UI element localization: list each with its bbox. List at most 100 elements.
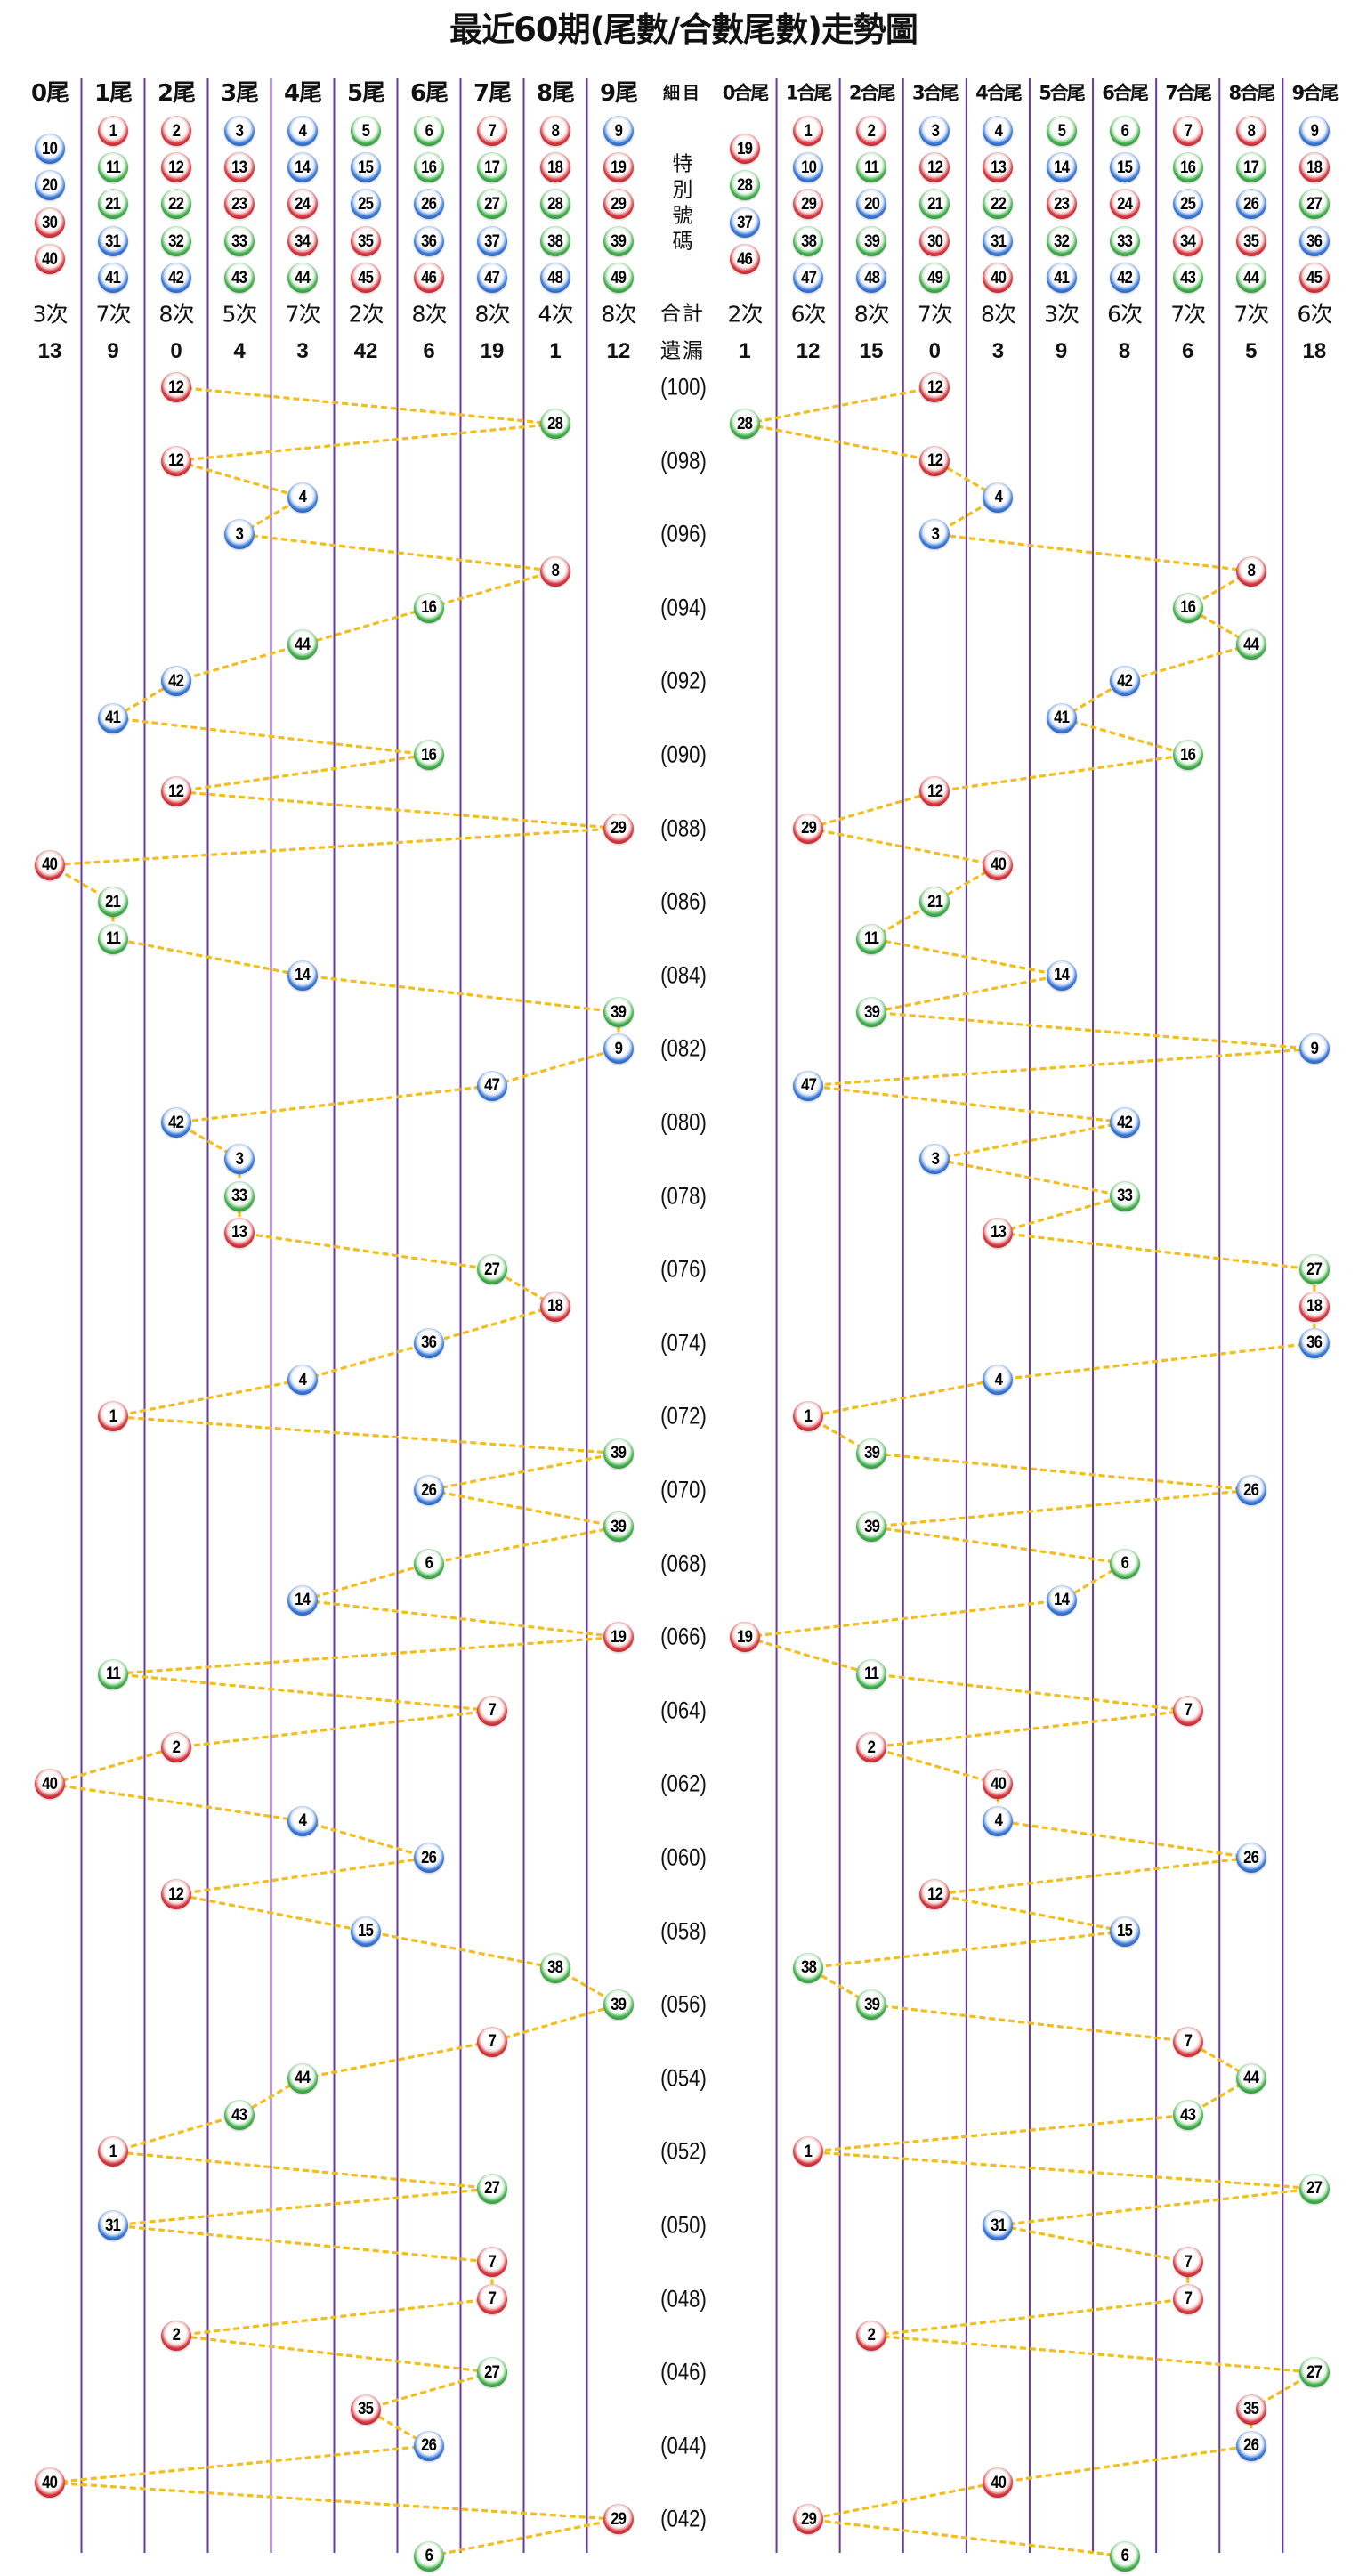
ball-number: 21 xyxy=(926,194,943,214)
trend-ball-tail: 6 xyxy=(414,1548,444,1579)
ball-number: 42 xyxy=(168,268,185,288)
trend-ball-tail: 7 xyxy=(477,2026,507,2057)
trend-ball-tail: 4 xyxy=(287,1805,318,1836)
legend-ball: 34 xyxy=(287,226,318,256)
legend-ball: 24 xyxy=(1109,189,1140,219)
ball-number: 28 xyxy=(547,194,564,214)
ball-number: 31 xyxy=(990,231,1007,251)
sum-tail-count-value: 7次 xyxy=(1234,301,1269,328)
ball-number: 7 xyxy=(1184,1701,1192,1721)
trend-ball-sum-tail: 26 xyxy=(1235,1475,1266,1505)
tail-count-value: 3次 xyxy=(32,301,69,328)
period-label: (094) xyxy=(660,594,707,621)
sum-tail-miss-value: 3 xyxy=(991,339,1005,363)
ball-number: 7 xyxy=(1184,121,1192,141)
ball-number: 6 xyxy=(425,121,433,141)
ball-number: 40 xyxy=(990,2473,1007,2492)
legend-ball: 38 xyxy=(540,226,570,256)
ball-number: 45 xyxy=(1306,268,1323,288)
legend-ball: 31 xyxy=(983,226,1014,256)
ball-number: 23 xyxy=(231,194,248,214)
ball-number: 16 xyxy=(1180,158,1196,177)
period-label: (076) xyxy=(660,1255,707,1283)
legend-ball: 13 xyxy=(983,152,1014,182)
trend-ball-tail: 36 xyxy=(414,1327,444,1358)
trend-ball-sum-tail: 39 xyxy=(856,1511,887,1543)
tail-column-header: 7尾 xyxy=(473,80,512,107)
period-label: (074) xyxy=(660,1329,707,1357)
ball-number: 30 xyxy=(42,213,59,232)
ball-number: 39 xyxy=(611,1517,627,1536)
trend-ball-tail: 27 xyxy=(477,2173,507,2204)
period-label: (100) xyxy=(660,373,707,401)
total-label: 合計 xyxy=(660,302,705,326)
ball-number: 47 xyxy=(800,268,817,288)
legend-ball: 14 xyxy=(1046,152,1077,182)
trend-ball-tail: 47 xyxy=(477,1070,507,1101)
ball-number: 8 xyxy=(551,562,560,580)
ball-number: 39 xyxy=(863,1517,880,1536)
trend-ball-sum-tail: 29 xyxy=(793,813,824,844)
ball-number: 40 xyxy=(42,855,59,875)
trend-ball-sum-tail: 2 xyxy=(856,1732,887,1763)
ball-number: 27 xyxy=(484,1260,501,1279)
ball-number: 29 xyxy=(800,2509,817,2529)
trend-ball-tail: 21 xyxy=(98,887,128,918)
trend-ball-sum-tail: 39 xyxy=(856,997,887,1028)
ball-number: 15 xyxy=(1117,158,1133,177)
legend-ball: 43 xyxy=(1172,263,1203,293)
ball-number: 33 xyxy=(231,231,248,251)
period-label: (056) xyxy=(660,1990,707,2018)
tail-count-value: 7次 xyxy=(95,301,132,328)
trend-ball-sum-tail: 27 xyxy=(1298,1254,1330,1285)
period-label: (046) xyxy=(660,2358,707,2386)
ball-number: 12 xyxy=(926,158,943,177)
trend-ball-tail: 26 xyxy=(414,1843,444,1873)
ball-number: 27 xyxy=(1306,2179,1323,2199)
trend-ball-sum-tail: 7 xyxy=(1172,2283,1203,2314)
trend-ball-sum-tail: 3 xyxy=(919,519,950,550)
ball-number: 34 xyxy=(295,231,311,251)
ball-number: 18 xyxy=(1306,158,1323,177)
ball-number: 1 xyxy=(804,2142,813,2161)
trend-ball-tail: 3 xyxy=(224,519,255,550)
ball-number: 24 xyxy=(1117,194,1133,214)
period-label: (066) xyxy=(660,1623,707,1650)
tail-count-value: 8次 xyxy=(158,301,195,328)
sum-tail-miss-value: 6 xyxy=(1182,339,1194,363)
period-label: (080) xyxy=(660,1108,707,1136)
legend-ball: 9 xyxy=(603,116,634,146)
trend-ball-sum-tail: 12 xyxy=(919,372,950,402)
trend-ball-sum-tail: 1 xyxy=(793,2136,824,2167)
trend-ball-tail: 1 xyxy=(98,1401,128,1432)
sum-tail-count-value: 8次 xyxy=(853,301,890,328)
legend-ball: 6 xyxy=(1109,116,1140,146)
legend-ball: 33 xyxy=(1109,226,1140,256)
legend-ball: 25 xyxy=(351,189,381,219)
legend-ball: 34 xyxy=(1172,226,1203,256)
sum-tail-column-header: 5合尾 xyxy=(1039,82,1086,104)
period-label: (096) xyxy=(660,520,707,547)
ball-number: 26 xyxy=(421,194,438,214)
ball-number: 15 xyxy=(1117,1922,1133,1941)
legend-ball: 14 xyxy=(287,152,318,182)
trend-ball-tail: 12 xyxy=(161,372,191,402)
ball-number: 13 xyxy=(990,158,1007,177)
trend-ball-sum-tail: 27 xyxy=(1298,2173,1330,2204)
trend-ball-tail: 15 xyxy=(351,1916,381,1947)
ball-number: 42 xyxy=(1117,268,1133,288)
legend-ball: 29 xyxy=(603,189,634,219)
legend-ball: 27 xyxy=(1298,189,1330,219)
trend-ball-sum-tail: 12 xyxy=(919,445,950,476)
ball-number: 12 xyxy=(168,158,185,177)
ball-number: 24 xyxy=(295,194,311,214)
trend-ball-tail: 4 xyxy=(287,1365,318,1396)
special-number-label: 特 xyxy=(672,152,693,176)
legend-ball: 28 xyxy=(730,170,760,200)
ball-number: 20 xyxy=(42,175,59,195)
trend-ball-sum-tail: 15 xyxy=(1109,1916,1140,1947)
sum-tail-column-header: 0合尾 xyxy=(722,82,770,104)
period-label: (062) xyxy=(660,1770,707,1797)
ball-number: 32 xyxy=(1054,231,1070,251)
ball-number: 14 xyxy=(295,966,311,985)
